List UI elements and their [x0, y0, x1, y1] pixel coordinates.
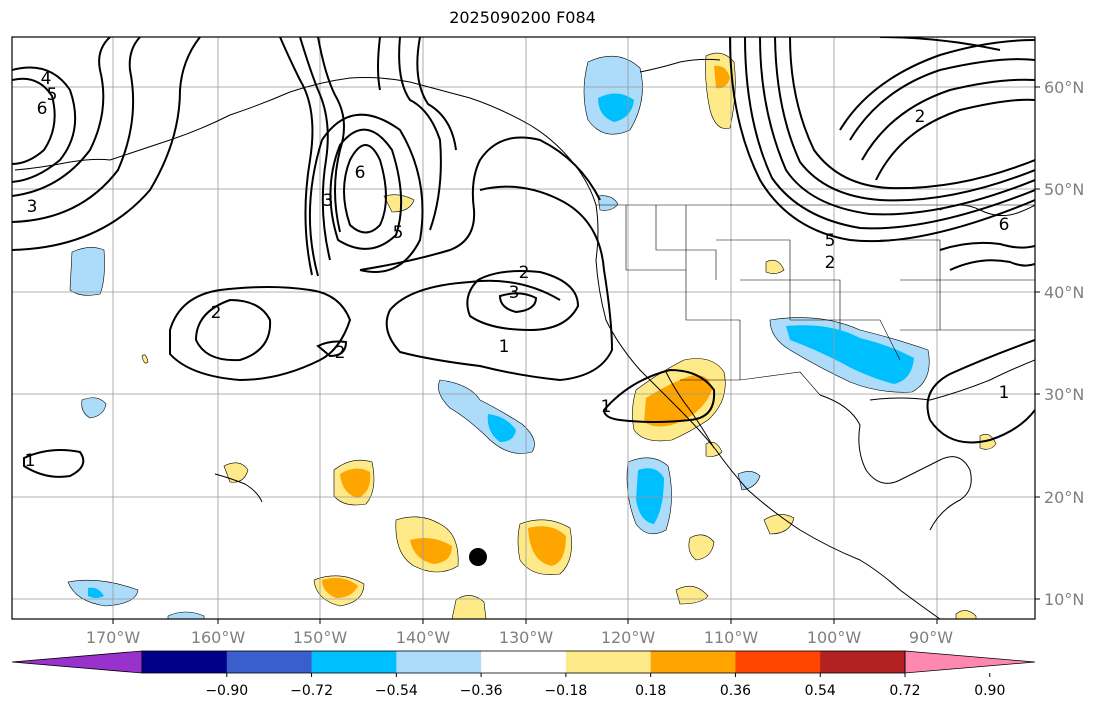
colorbar-tick-label: 0.90	[974, 683, 1005, 699]
contour-label: 4	[41, 69, 52, 89]
contour-label: 2	[211, 303, 222, 323]
lat-tick-label: 40°N	[1044, 283, 1084, 302]
lon-tick-label: 90°W	[909, 628, 953, 647]
contour-lines	[12, 37, 1035, 478]
contour-label: 1	[601, 397, 612, 417]
lon-tick-label: 150°W	[293, 628, 348, 647]
colorbar-segment	[311, 651, 397, 673]
contour-label: 6	[37, 99, 48, 119]
lon-tick-label: 120°W	[601, 628, 656, 647]
colorbar-tick-label: 0.36	[720, 683, 751, 699]
contour-label: 2	[335, 343, 346, 363]
colorbar-tick-label: −0.54	[375, 683, 418, 699]
colorbar-tick-label: −0.18	[544, 683, 587, 699]
colorbar-tick-label: 0.54	[805, 683, 836, 699]
contour-label: 3	[509, 283, 520, 303]
coastlines	[14, 58, 1035, 619]
colorbar-segment	[650, 651, 736, 673]
lon-tick-label: 100°W	[807, 628, 862, 647]
lon-tick-label: 140°W	[396, 628, 451, 647]
contour-label: 1	[25, 451, 36, 471]
storm-position-dot	[469, 548, 487, 566]
contour-label: 5	[825, 231, 836, 251]
map-border	[11, 36, 1036, 620]
axis-ticks	[112, 86, 1040, 624]
contour-label: 5	[47, 85, 58, 105]
map-title: 2025090200 F084	[449, 8, 596, 27]
colorbar-segment	[481, 651, 567, 673]
contour-labels: 4 5 6 3 6 3 5 2 3 2 2 1 1 1 5 2 1 6 2	[25, 69, 1010, 471]
contour-label: 2	[915, 107, 926, 127]
latitude-labels: 60°N 50°N 40°N 30°N 20°N 10°N	[1044, 78, 1084, 609]
colorbar-segment	[142, 651, 228, 673]
lon-tick-label: 170°W	[86, 628, 141, 647]
contour-label: 3	[27, 197, 38, 217]
lat-tick-label: 10°N	[1044, 590, 1084, 609]
graticule	[12, 37, 1035, 619]
map-area	[12, 37, 1035, 619]
colorbar-outline	[141, 650, 906, 674]
colorbar-segment	[820, 651, 906, 673]
colorbar-segment	[396, 651, 482, 673]
shaded-anomaly-fields	[67, 52, 997, 619]
contour-label: 2	[519, 263, 530, 283]
contour-label: 2	[825, 253, 836, 273]
colorbar-segment	[565, 651, 652, 673]
contour-label: 6	[999, 215, 1010, 235]
colorbar-extend-min	[11, 650, 143, 674]
colorbar-tick-label: −0.90	[205, 683, 248, 699]
colorbar-tick-label: −0.36	[460, 683, 503, 699]
political-boundaries	[596, 204, 1035, 396]
contour-label: 6	[355, 163, 366, 183]
lat-tick-label: 50°N	[1044, 180, 1084, 199]
contour-label: 1	[499, 337, 510, 357]
colorbar-extend-max	[904, 650, 1036, 674]
lon-tick-label: 160°W	[191, 628, 246, 647]
colorbar-tick-label: 0.72	[889, 683, 920, 699]
longitude-labels: 170°W 160°W 150°W 140°W 130°W 120°W 110°…	[86, 628, 953, 647]
colorbar: −0.90 −0.72 −0.54 −0.36 −0.18 0.18 0.36 0.54 0.7…	[11, 650, 1036, 699]
lat-tick-label: 20°N	[1044, 488, 1084, 507]
lat-tick-label: 60°N	[1044, 78, 1084, 97]
colorbar-tick-label: 0.18	[635, 683, 666, 699]
contour-label: 3	[323, 191, 334, 211]
lon-tick-label: 130°W	[499, 628, 554, 647]
colorbar-segment	[735, 651, 821, 673]
colorbar-tick-label: −0.72	[290, 683, 333, 699]
contour-label: 5	[393, 223, 404, 243]
contour-label: 1	[999, 383, 1010, 403]
lat-tick-label: 30°N	[1044, 385, 1084, 404]
lon-tick-label: 110°W	[704, 628, 759, 647]
colorbar-segment	[226, 651, 313, 673]
